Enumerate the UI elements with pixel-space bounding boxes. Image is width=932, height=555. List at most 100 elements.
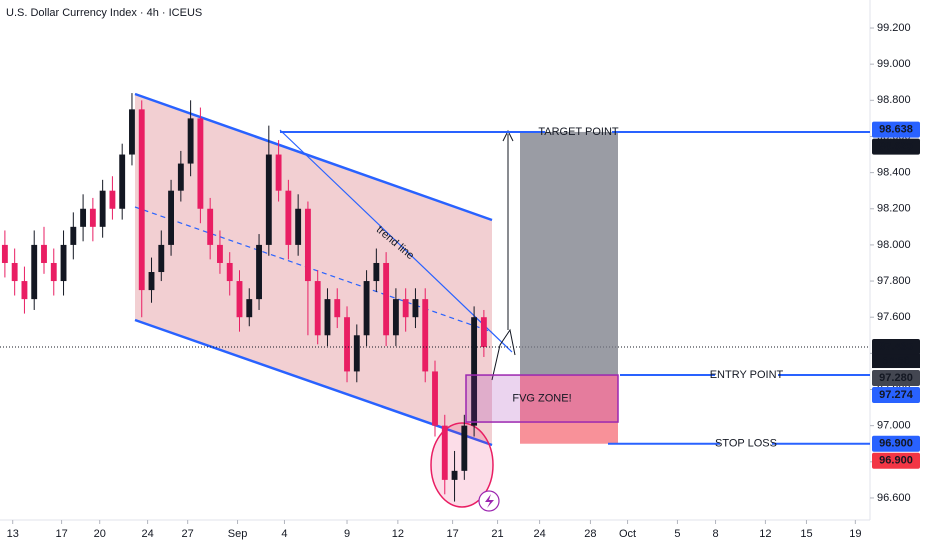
candle-body bbox=[265, 154, 272, 245]
fvg-label: FVG ZONE! bbox=[512, 392, 571, 404]
candle-body bbox=[177, 163, 184, 191]
candle-body bbox=[187, 118, 194, 164]
price-tag bbox=[872, 121, 920, 138]
x-tick-label: 24 bbox=[533, 528, 545, 540]
x-tick-label: 12 bbox=[392, 528, 404, 540]
price-tag-label: 97.435 bbox=[879, 341, 913, 353]
candle-body bbox=[41, 244, 47, 263]
candle-body bbox=[422, 299, 429, 372]
target-box bbox=[520, 131, 618, 376]
candle-body bbox=[314, 281, 321, 336]
candle-body bbox=[60, 244, 67, 282]
candle-body bbox=[236, 281, 243, 318]
y-tick-label: 98.200 bbox=[877, 203, 911, 215]
candle-body bbox=[363, 281, 370, 336]
candle-body bbox=[129, 109, 135, 155]
candle-body bbox=[31, 244, 38, 300]
candle-body bbox=[461, 425, 468, 471]
candle-body bbox=[50, 262, 57, 282]
price-tag-label: 96.900 bbox=[879, 438, 913, 450]
x-tick-label: 12 bbox=[759, 528, 771, 540]
candle-body bbox=[471, 317, 478, 426]
trend-line bbox=[279, 129, 513, 353]
candle-body bbox=[11, 262, 18, 282]
y-tick-label: 96.600 bbox=[877, 492, 911, 504]
y-tick-label: 99.200 bbox=[877, 22, 911, 34]
candle-body bbox=[246, 299, 253, 318]
candle-body bbox=[451, 470, 458, 480]
countdown-tag bbox=[872, 354, 920, 369]
candle-body bbox=[99, 190, 106, 227]
candle-body bbox=[373, 262, 380, 282]
level-label: STOP LOSS bbox=[715, 438, 777, 450]
x-tick-label: 17 bbox=[446, 528, 458, 540]
zigzag bbox=[491, 328, 516, 381]
x-tick-label: 15 bbox=[800, 528, 812, 540]
price-tag bbox=[872, 435, 920, 452]
price-tag-label: 97.280 bbox=[879, 372, 913, 384]
y-tick-label: 98.400 bbox=[877, 167, 911, 179]
candle-body bbox=[402, 299, 409, 318]
candle-body bbox=[480, 317, 487, 348]
candle-body bbox=[392, 299, 399, 336]
fvg-zone bbox=[465, 374, 619, 423]
y-tick-label: 97.800 bbox=[877, 275, 911, 287]
x-tick-label: 4 bbox=[281, 528, 287, 540]
x-tick-label: 24 bbox=[141, 528, 153, 540]
price-tag-label: 96.900 bbox=[879, 455, 913, 467]
channel-mid bbox=[134, 206, 493, 333]
x-tick-label: 8 bbox=[712, 528, 718, 540]
candle-body bbox=[217, 244, 223, 263]
stop-box bbox=[520, 375, 618, 444]
candle-body bbox=[304, 208, 311, 282]
x-tick-label: Oct bbox=[619, 528, 636, 540]
x-tick-label: 5 bbox=[674, 528, 680, 540]
price-tag bbox=[872, 339, 920, 356]
x-tick-label: 13 bbox=[7, 528, 19, 540]
candle-body bbox=[324, 299, 331, 336]
price-tag bbox=[872, 452, 920, 469]
candle-body bbox=[109, 190, 116, 209]
chart-title: U.S. Dollar Currency Index · 4h · ICEUS bbox=[6, 7, 202, 19]
candle-body bbox=[412, 299, 419, 318]
level-label: TARGET POINT bbox=[538, 126, 619, 138]
candle-body bbox=[432, 371, 438, 426]
candle-body bbox=[441, 425, 448, 480]
x-tick-label: 21 bbox=[491, 528, 503, 540]
y-tick-label: 97.600 bbox=[877, 311, 911, 323]
candle-body bbox=[148, 272, 155, 291]
candle-body bbox=[89, 208, 96, 227]
countdown: 54:56 bbox=[882, 355, 910, 367]
y-tick-label: 98.000 bbox=[877, 239, 911, 251]
candle-body bbox=[70, 226, 77, 245]
y-tick-label: 97.000 bbox=[877, 420, 911, 432]
candle-body bbox=[1, 244, 8, 263]
candle-body bbox=[226, 262, 233, 282]
candle-body bbox=[353, 335, 360, 372]
candle-body bbox=[285, 190, 292, 245]
x-tick-label: 27 bbox=[182, 528, 194, 540]
candle-body bbox=[256, 244, 262, 300]
candle-body bbox=[207, 208, 214, 245]
price-tag bbox=[872, 370, 920, 387]
y-tick-label: 99.000 bbox=[877, 58, 911, 70]
x-tick-label: Sep bbox=[228, 528, 248, 540]
level-label: ENTRY POINT bbox=[710, 369, 784, 381]
price-tag-label: 98.638 bbox=[879, 123, 913, 135]
channel-upper bbox=[134, 92, 493, 222]
x-tick-label: 19 bbox=[849, 528, 861, 540]
candle-body bbox=[119, 154, 126, 209]
candle-body bbox=[21, 281, 28, 300]
candle-body bbox=[295, 208, 302, 245]
candle-body bbox=[334, 299, 341, 318]
candle-body bbox=[80, 208, 87, 227]
x-tick-label: 17 bbox=[55, 528, 67, 540]
candle-body bbox=[383, 262, 390, 336]
candle-body bbox=[275, 154, 282, 191]
x-tick-label: 28 bbox=[584, 528, 596, 540]
price-tag bbox=[872, 138, 920, 155]
price-tag-label: 98.625 bbox=[879, 140, 913, 152]
candle-body bbox=[138, 109, 145, 291]
